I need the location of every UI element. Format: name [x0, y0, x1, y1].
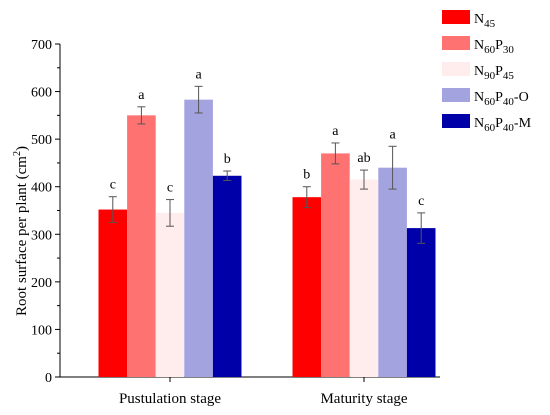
legend-label-part: P: [495, 38, 503, 53]
significance-label: ab: [357, 151, 370, 166]
legend-label-part: N: [474, 12, 484, 27]
x-category-label: Pustulation stage: [119, 391, 221, 407]
significance-label: a: [195, 67, 202, 82]
legend-label-part: N: [474, 38, 484, 53]
significance-label: b: [224, 152, 231, 167]
bar: [184, 99, 213, 377]
legend-label-part: N: [474, 90, 484, 105]
y-tick-label: 500: [31, 133, 52, 148]
significance-label: a: [389, 127, 396, 142]
legend-swatch: [442, 36, 470, 50]
legend-label-part: -M: [514, 116, 532, 131]
significance-label: a: [332, 124, 339, 139]
legend-swatch: [442, 62, 470, 76]
legend-swatch: [442, 10, 470, 24]
bar: [98, 209, 128, 377]
legend-label: N45: [474, 12, 496, 30]
bar: [155, 212, 185, 377]
legend-label-part: N: [474, 64, 484, 79]
y-tick-label: 100: [31, 323, 52, 338]
bar: [406, 228, 436, 377]
y-axis-label-text: Root surface per plant (cm: [14, 156, 30, 316]
y-tick-label: 0: [45, 371, 52, 386]
y-axis-label-sup: 2: [12, 151, 23, 156]
legend-label-part: 40: [503, 96, 515, 108]
legend-label-part: -O: [514, 90, 529, 105]
x-category-label: Maturity stage: [320, 391, 407, 407]
axes: 0 100 200 300 400 500 600 700 Pustulation stage M…: [31, 38, 440, 407]
y-tick-label: 300: [31, 228, 52, 243]
legend-label-part: 60: [484, 44, 496, 56]
y-axis-label-close: ): [14, 146, 30, 151]
legend-label-part: 90: [484, 70, 496, 82]
y-tick-label: 700: [31, 38, 52, 53]
legend-label-part: 45: [484, 18, 496, 30]
legend-label-part: P: [495, 64, 503, 79]
legend-label-part: 30: [503, 44, 515, 56]
y-tick-label: 200: [31, 276, 52, 291]
significance-label: c: [110, 178, 116, 193]
bar: [378, 167, 407, 377]
legend-label: N60P40-O: [474, 90, 529, 108]
y-tick-label: 600: [31, 86, 52, 101]
bar: [127, 115, 156, 377]
y-tick-label: 400: [31, 181, 52, 196]
bar: [321, 153, 350, 377]
bar: [212, 175, 242, 377]
significance-label: b: [303, 168, 310, 183]
significance-label: c: [167, 181, 173, 196]
legend-label-part: 60: [484, 96, 496, 108]
y-axis-label: Root surface per plant (cm2): [12, 146, 30, 316]
bar: [349, 179, 379, 377]
legend-label-part: N: [474, 116, 484, 131]
legend-label: N60P40-M: [474, 116, 532, 134]
legend-label-part: P: [495, 90, 503, 105]
legend-label-part: P: [495, 116, 503, 131]
significance-label: a: [138, 88, 145, 103]
significance-label: c: [418, 194, 424, 209]
legend-label: N60P30: [474, 38, 514, 56]
legend-label-part: 45: [503, 70, 515, 82]
bar: [292, 197, 322, 377]
legend-swatch: [442, 114, 470, 128]
legend-label-part: 40: [503, 122, 515, 134]
legend-label-part: 60: [484, 122, 496, 134]
legend-label: N90P45: [474, 64, 514, 82]
legend-swatch: [442, 88, 470, 102]
